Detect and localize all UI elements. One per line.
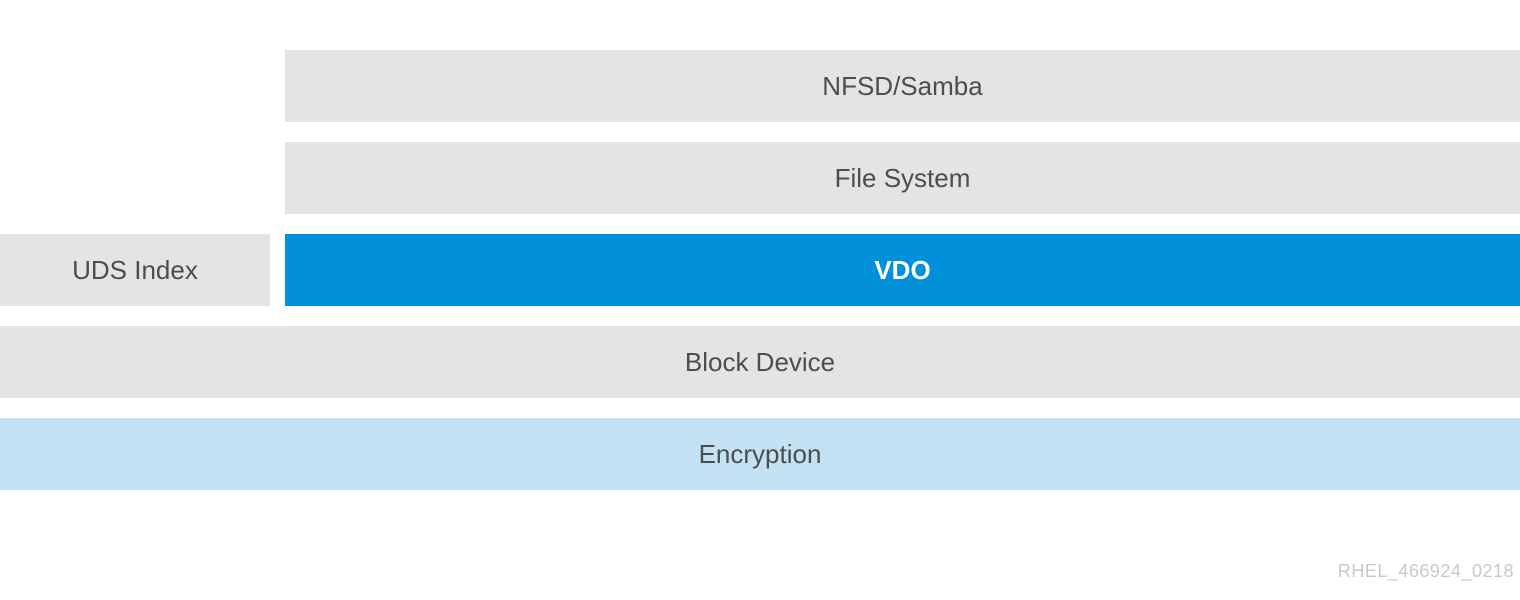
layer-block-device: Block Device xyxy=(0,326,1520,398)
row-spacer xyxy=(0,50,285,122)
layer-row-filesystem: File System xyxy=(0,142,1520,214)
layer-row-block-device: Block Device xyxy=(0,326,1520,398)
layer-label: VDO xyxy=(874,255,930,286)
layer-label: Encryption xyxy=(699,439,822,470)
layer-nfsd-samba: NFSD/Samba xyxy=(285,50,1520,122)
layer-row-vdo: UDS Index VDO xyxy=(0,234,1520,306)
layer-encryption: Encryption xyxy=(0,418,1520,490)
row-spacer xyxy=(0,142,285,214)
layer-label: Block Device xyxy=(685,347,835,378)
storage-stack-diagram: NFSD/Samba File System UDS Index VDO Blo… xyxy=(0,0,1520,490)
layer-vdo: VDO xyxy=(285,234,1520,306)
reference-id-text: RHEL_466924_0218 xyxy=(1338,561,1514,581)
diagram-reference-id: RHEL_466924_0218 xyxy=(1338,561,1514,582)
layer-label: File System xyxy=(835,163,971,194)
layer-filesystem: File System xyxy=(285,142,1520,214)
layer-row-nfsd: NFSD/Samba xyxy=(0,50,1520,122)
layer-uds-index: UDS Index xyxy=(0,234,270,306)
layer-label: NFSD/Samba xyxy=(822,71,982,102)
layer-row-encryption: Encryption xyxy=(0,418,1520,490)
layer-label: UDS Index xyxy=(72,255,198,286)
